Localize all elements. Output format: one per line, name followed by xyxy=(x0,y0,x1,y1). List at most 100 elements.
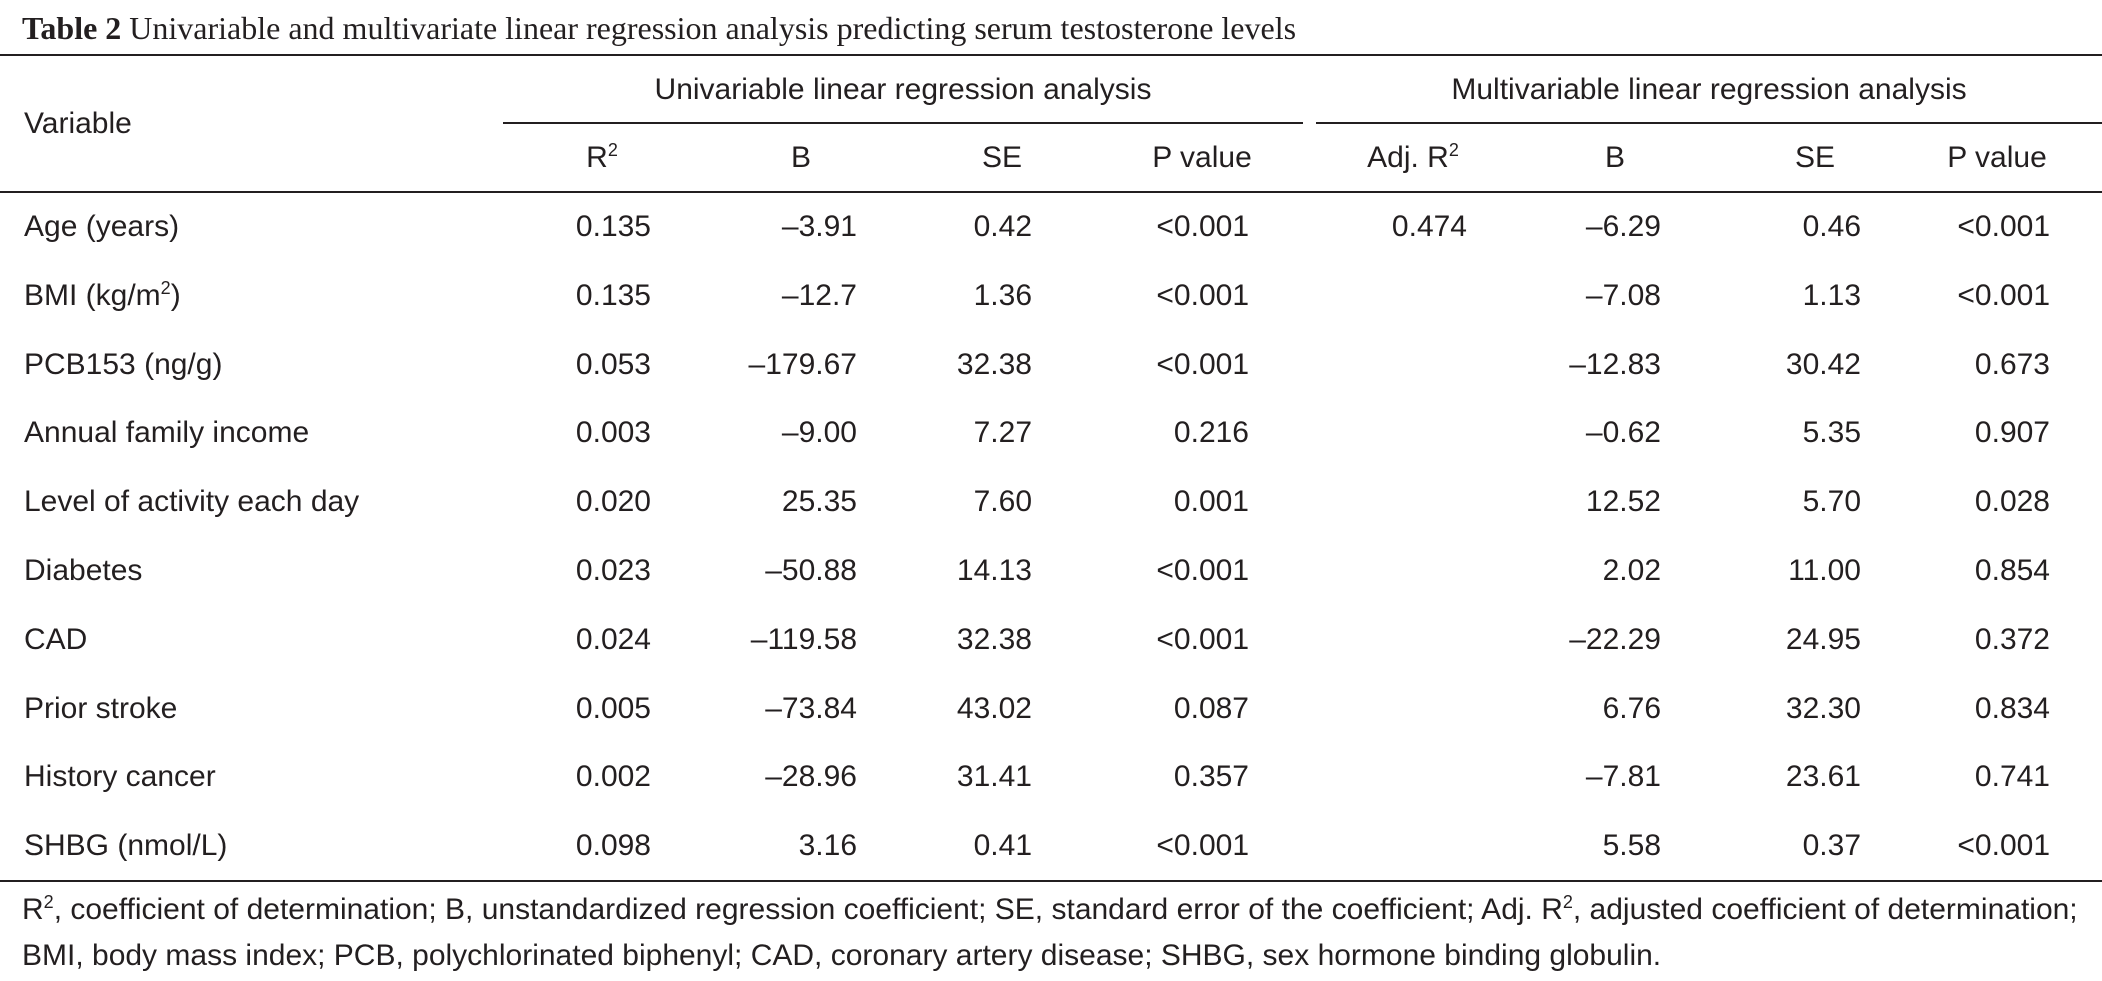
row-label: Annual family income xyxy=(24,416,310,449)
cell-p-multivariable: <0.001 xyxy=(1957,279,2050,312)
cell-se-multivariable: 30.42 xyxy=(1785,348,1861,381)
cell-se-multivariable: 23.61 xyxy=(1785,760,1861,793)
cell-b-multivariable: –0.62 xyxy=(1585,416,1661,449)
cell-b-univariable: –50.88 xyxy=(765,554,857,587)
table-header-rule xyxy=(0,191,2102,193)
table-top-rule xyxy=(0,54,2102,56)
cell-se-multivariable: 32.30 xyxy=(1785,692,1861,725)
cell-se-univariable: 43.02 xyxy=(956,692,1032,725)
cell-se-multivariable: 0.46 xyxy=(1802,210,1861,243)
cell-r2: 0.135 xyxy=(575,210,651,243)
cell-p-univariable: 0.216 xyxy=(1173,416,1249,449)
cell-b-multivariable: –7.08 xyxy=(1585,279,1661,312)
cell-p-multivariable: 0.372 xyxy=(1974,623,2050,656)
cell-se-univariable: 7.27 xyxy=(973,416,1032,449)
table-bottom-rule xyxy=(0,880,2102,882)
cell-se-multivariable: 24.95 xyxy=(1785,623,1861,656)
cell-r2: 0.005 xyxy=(575,692,651,725)
cell-p-univariable: <0.001 xyxy=(1156,623,1249,656)
cell-p-univariable: <0.001 xyxy=(1156,829,1249,862)
cell-se-univariable: 14.13 xyxy=(956,554,1032,587)
cell-p-multivariable: 0.028 xyxy=(1974,485,2050,518)
cell-p-univariable: <0.001 xyxy=(1156,279,1249,312)
cell-r2: 0.053 xyxy=(575,348,651,381)
col-header-b-multivariable: B xyxy=(1604,141,1626,174)
cell-se-multivariable: 1.13 xyxy=(1802,279,1861,312)
cell-adj-r2: 0.474 xyxy=(1391,210,1467,243)
cell-b-multivariable: –22.29 xyxy=(1569,623,1661,656)
row-label: History cancer xyxy=(24,760,216,793)
cell-p-univariable: <0.001 xyxy=(1156,348,1249,381)
cell-p-multivariable: <0.001 xyxy=(1957,210,2050,243)
col-header-se-univariable: SE xyxy=(981,141,1023,174)
cell-b-multivariable: 2.02 xyxy=(1602,554,1661,587)
cell-b-univariable: –119.58 xyxy=(750,623,857,656)
col-header-p-univariable: P value xyxy=(1152,141,1252,174)
cell-p-multivariable: 0.673 xyxy=(1974,348,2050,381)
row-label: BMI (kg/m2) xyxy=(24,278,181,312)
row-label: Diabetes xyxy=(24,554,143,587)
cell-se-univariable: 0.42 xyxy=(973,210,1032,243)
cell-b-univariable: –179.67 xyxy=(748,348,857,381)
table-caption: Table 2 Univariable and multivariate lin… xyxy=(22,6,1296,50)
row-label: CAD xyxy=(24,623,88,656)
cell-b-univariable: –12.7 xyxy=(781,279,857,312)
row-label: Age (years) xyxy=(24,210,180,243)
cell-r2: 0.002 xyxy=(575,760,651,793)
cell-p-univariable: 0.001 xyxy=(1173,485,1249,518)
cell-p-univariable: <0.001 xyxy=(1156,554,1249,587)
cell-b-multivariable: –7.81 xyxy=(1585,760,1661,793)
col-header-adj-r2: Adj. R2 xyxy=(1367,140,1459,174)
table-caption-label: Table 2 xyxy=(22,10,122,46)
cell-r2: 0.023 xyxy=(575,554,651,587)
cell-b-multivariable: –6.29 xyxy=(1585,210,1661,243)
cell-b-multivariable: –12.83 xyxy=(1569,348,1661,381)
cell-b-multivariable: 12.52 xyxy=(1585,485,1661,518)
table-caption-text: Univariable and multivariate linear regr… xyxy=(129,10,1297,46)
col-header-r2: R2 xyxy=(586,140,618,174)
cell-se-univariable: 0.41 xyxy=(973,829,1032,862)
cell-r2: 0.020 xyxy=(575,485,651,518)
variable-header: Variable xyxy=(24,107,132,140)
cell-b-univariable: –28.96 xyxy=(765,760,857,793)
cell-p-univariable: 0.087 xyxy=(1173,692,1249,725)
col-header-p-multivariable: P value xyxy=(1947,141,2047,174)
cell-p-multivariable: 0.907 xyxy=(1974,416,2050,449)
cell-b-univariable: 25.35 xyxy=(781,485,857,518)
multivariable-group-header: Multivariable linear regression analysis xyxy=(1451,73,1967,106)
cell-se-univariable: 32.38 xyxy=(956,623,1032,656)
cell-b-univariable: –3.91 xyxy=(781,210,857,243)
cell-se-multivariable: 5.35 xyxy=(1802,416,1861,449)
cell-p-multivariable: <0.001 xyxy=(1957,829,2050,862)
row-label: Prior stroke xyxy=(24,692,178,725)
cell-r2: 0.135 xyxy=(575,279,651,312)
cell-se-univariable: 32.38 xyxy=(956,348,1032,381)
cell-se-univariable: 1.36 xyxy=(973,279,1032,312)
multivariable-span-rule xyxy=(1316,122,2102,124)
cell-b-univariable: –9.00 xyxy=(781,416,857,449)
row-label: SHBG (nmol/L) xyxy=(24,829,228,862)
cell-b-univariable: –73.84 xyxy=(765,692,857,725)
cell-r2: 0.098 xyxy=(575,829,651,862)
cell-se-univariable: 7.60 xyxy=(973,485,1032,518)
table-footnote: R2, coefficient of determination; B, uns… xyxy=(22,892,2078,972)
row-label: PCB153 (ng/g) xyxy=(24,348,223,381)
cell-p-multivariable: 0.834 xyxy=(1974,692,2050,725)
cell-se-univariable: 31.41 xyxy=(956,760,1032,793)
cell-se-multivariable: 0.37 xyxy=(1802,829,1861,862)
cell-b-univariable: 3.16 xyxy=(798,829,857,862)
cell-p-univariable: <0.001 xyxy=(1156,210,1249,243)
cell-p-multivariable: 0.741 xyxy=(1974,760,2050,793)
univariable-span-rule xyxy=(503,122,1303,124)
cell-b-multivariable: 6.76 xyxy=(1602,692,1661,725)
col-header-se-multivariable: SE xyxy=(1794,141,1836,174)
univariable-group-header: Univariable linear regression analysis xyxy=(654,73,1152,106)
cell-r2: 0.003 xyxy=(575,416,651,449)
cell-se-multivariable: 5.70 xyxy=(1802,485,1861,518)
cell-p-multivariable: 0.854 xyxy=(1974,554,2050,587)
col-header-b-univariable: B xyxy=(790,141,812,174)
cell-p-univariable: 0.357 xyxy=(1173,760,1249,793)
cell-b-multivariable: 5.58 xyxy=(1602,829,1661,862)
cell-se-multivariable: 11.00 xyxy=(1788,554,1861,587)
row-label: Level of activity each day xyxy=(24,485,360,518)
